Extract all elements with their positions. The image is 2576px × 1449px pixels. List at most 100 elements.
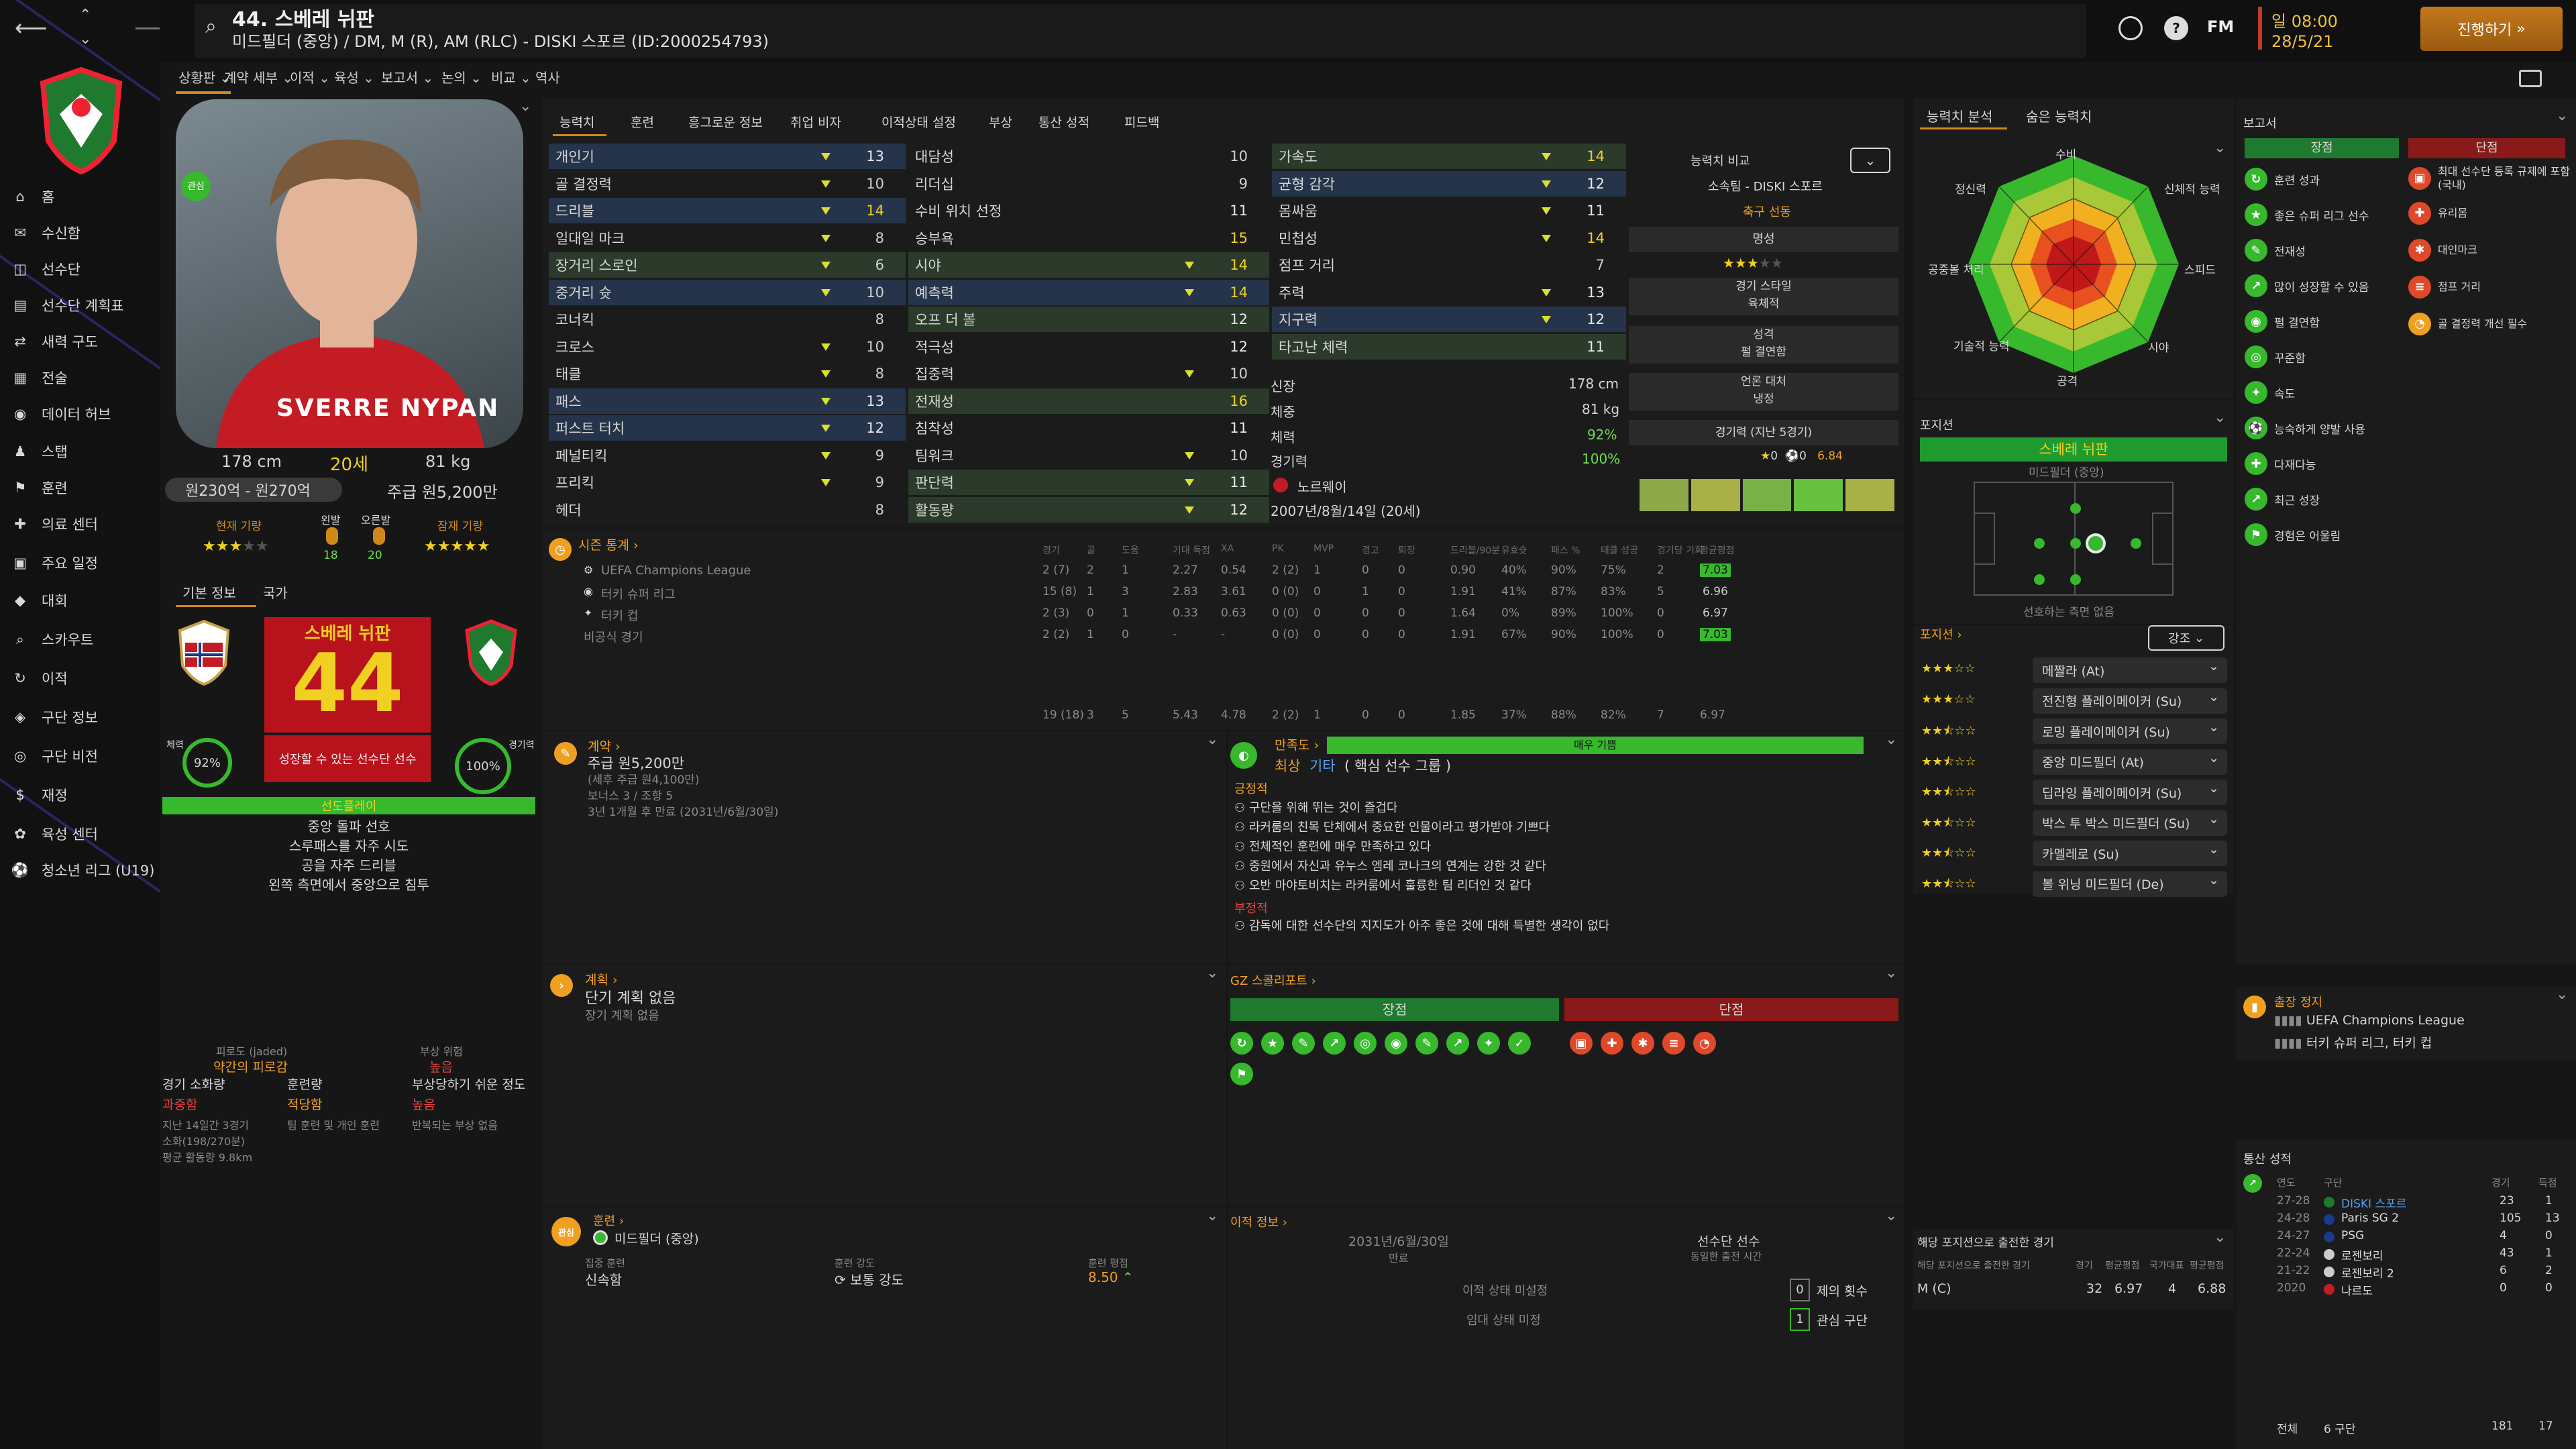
career-row[interactable]: 24-27 PSG 4 0 <box>2237 1229 2576 1246</box>
contract-title[interactable]: 계약 › <box>588 739 621 754</box>
attribute-row[interactable]: 태클 8 <box>549 361 906 386</box>
attribute-row[interactable]: 개인기 13 <box>549 144 906 169</box>
tab-nation[interactable]: 국가 <box>263 585 288 601</box>
attr-tab[interactable]: 취업 비자 <box>790 115 841 130</box>
norway-crest-icon[interactable] <box>177 619 231 686</box>
report-con-item[interactable]: ≡ 점프 거리 <box>2408 276 2573 299</box>
position-dot[interactable] <box>2131 538 2141 549</box>
sidebar-item[interactable]: ▣ 주요 일정 <box>0 547 160 578</box>
sidebar-item[interactable]: $ 재정 <box>0 780 160 810</box>
report-pro-item[interactable]: ◉ 펄 결연함 <box>2245 310 2403 333</box>
attribute-row[interactable]: 리더십 9 <box>908 171 1269 197</box>
position-dot[interactable] <box>2034 538 2045 549</box>
sidebar-item[interactable]: ✉ 수신함 <box>0 217 160 248</box>
forward-button[interactable]: ⟶ <box>134 15 160 42</box>
report-con-item[interactable]: ✱ 대인마크 <box>2408 239 2573 262</box>
season-stats-title[interactable]: 시즌 통계 › <box>578 538 639 553</box>
attr-tab[interactable]: 통산 성적 <box>1038 115 1089 130</box>
role-dropdown[interactable]: 메짤라 (At) ⌄ <box>2033 657 2227 683</box>
attribute-row[interactable]: 민첩성 14 <box>1272 225 1626 251</box>
attr-tab[interactable]: 부상 <box>989 115 1012 130</box>
sidebar-item[interactable]: ◫ 선수단 <box>0 254 160 284</box>
attribute-row[interactable]: 일대일 마크 8 <box>549 225 906 251</box>
attribute-row[interactable]: 골 결정력 10 <box>549 171 906 197</box>
scout-pro-icon[interactable]: ✎ <box>1415 1032 1438 1055</box>
role-dropdown[interactable]: 카멜레로 (Su) ⌄ <box>2033 841 2227 866</box>
transfer-collapse-icon[interactable]: ⌄ <box>1885 1208 1898 1224</box>
tab-7[interactable]: 역사 <box>535 67 560 87</box>
tab-0[interactable]: 상황판 ⌄ <box>178 67 231 87</box>
sidebar-item[interactable]: ♟ 스탭 <box>0 436 160 467</box>
scout-pro-icon[interactable]: ◎ <box>1354 1032 1377 1055</box>
stats-header[interactable]: 드리블/90분 <box>1450 545 1501 556</box>
report-pro-item[interactable]: ◎ 꾸준함 <box>2245 345 2403 368</box>
position-dot[interactable] <box>2070 538 2081 549</box>
scout-con-icon[interactable]: ◔ <box>1693 1032 1716 1055</box>
interest-badge[interactable]: 관심 <box>181 172 211 201</box>
position-collapse-icon[interactable]: ⌄ <box>2214 409 2226 426</box>
layout-icon[interactable] <box>2519 70 2542 87</box>
stats-header[interactable]: 경고 <box>1362 545 1379 556</box>
scout-pro-icon[interactable]: ✎ <box>1292 1032 1315 1055</box>
sidebar-item[interactable]: ◎ 구단 비전 <box>0 741 160 771</box>
attribute-row[interactable]: 팀워크 10 <box>908 443 1269 468</box>
stats-header[interactable]: 평균평점 <box>1700 545 1735 556</box>
attribute-row[interactable]: 수비 위치 선정 11 <box>908 198 1269 223</box>
transfer-title[interactable]: 이적 정보 › <box>1230 1216 1287 1230</box>
attr-tab[interactable]: 이적상태 설정 <box>881 115 956 130</box>
attribute-row[interactable]: 오프 더 볼 12 <box>908 307 1269 332</box>
attribute-row[interactable]: 예측력 14 <box>908 279 1269 305</box>
attribute-row[interactable]: 집중력 10 <box>908 361 1269 386</box>
value-pill[interactable]: 원230억 - 원270억 <box>165 478 342 502</box>
attribute-row[interactable]: 가속도 14 <box>1272 144 1626 169</box>
career-row[interactable]: 21-22 로젠보리 2 6 2 <box>2237 1264 2576 1281</box>
attribute-row[interactable]: 몸싸움 11 <box>1272 198 1626 223</box>
report-con-item[interactable]: ◔ 골 결정력 개선 필수 <box>2408 313 2573 335</box>
back-button[interactable]: ⟵ <box>15 15 48 42</box>
scout-pro-icon[interactable]: ✓ <box>1508 1032 1531 1055</box>
sidebar-item[interactable]: ▤ 선수단 계획표 <box>0 290 160 321</box>
stats-header[interactable]: MVP <box>1313 543 1334 554</box>
position-dot[interactable] <box>2070 574 2081 585</box>
role-dropdown[interactable]: 딥라잉 플레이메이커 (Su) ⌄ <box>2033 780 2227 805</box>
stats-row[interactable]: ◉ 터키 슈퍼 리그 15 (8) 1 3 2.83 3.61 0 (0) 0 1 0 1.91 41%… <box>542 584 1904 604</box>
report-pro-item[interactable]: ✚ 다재다능 <box>2245 452 2403 475</box>
role-dropdown[interactable]: 박스 투 박스 미드필더 (Su) ⌄ <box>2033 810 2227 836</box>
tab-6[interactable]: 비교 ⌄ <box>491 67 531 87</box>
highlight-dropdown[interactable]: 강조 ⌄ <box>2148 625 2224 651</box>
played-collapse-icon[interactable]: ⌄ <box>2214 1229 2226 1246</box>
stats-header[interactable]: 유효슛 <box>1501 545 1527 556</box>
club-crest-small-icon[interactable] <box>464 619 518 686</box>
attribute-row[interactable]: 점프 거리 7 <box>1272 252 1626 278</box>
attribute-row[interactable]: 코너킥 8 <box>549 307 906 332</box>
continue-button[interactable]: 진행하기 » <box>2420 7 2563 51</box>
suspension-collapse-icon[interactable]: ⌄ <box>2556 986 2569 1003</box>
scout-pro-icon[interactable]: ✦ <box>1477 1032 1500 1055</box>
scout-collapse-icon[interactable]: ⌄ <box>1885 965 1898 981</box>
role-dropdown[interactable]: 로밍 플레이메이커 (Su) ⌄ <box>2033 718 2227 744</box>
attr-tab[interactable]: 훈련 <box>631 115 654 130</box>
stats-header[interactable]: 퇴장 <box>1398 545 1415 556</box>
sidebar-item[interactable]: ✚ 의료 센터 <box>0 508 160 539</box>
help-icon[interactable]: ? <box>2164 16 2188 40</box>
stats-header[interactable]: 기대 득점 <box>1173 545 1210 556</box>
attribute-row[interactable]: 주력 13 <box>1272 280 1626 305</box>
scout-con-icon[interactable]: ▣ <box>1570 1032 1593 1055</box>
scout-pro-icon[interactable]: ↻ <box>1230 1032 1253 1055</box>
current-position-marker[interactable] <box>2086 533 2106 553</box>
career-row[interactable]: 27-28 DISKI 스포르 23 1 <box>2237 1194 2576 1212</box>
tab-attribute-analysis[interactable]: 능력치 분석 <box>1927 109 1993 125</box>
career-row[interactable]: 22-24 로젠보리 43 1 <box>2237 1246 2576 1264</box>
tab-2[interactable]: 이적 ⌄ <box>290 67 330 87</box>
attribute-row[interactable]: 장거리 스로인 6 <box>549 252 906 278</box>
compare-dropdown[interactable]: ⌄ <box>1850 148 1890 173</box>
report-collapse-icon[interactable]: ⌄ <box>2556 107 2569 124</box>
tab-5[interactable]: 논의 ⌄ <box>441 67 482 87</box>
sidebar-item[interactable]: ⚑ 훈련 <box>0 472 160 503</box>
scout-pro-icon[interactable]: ⚑ <box>1230 1063 1253 1085</box>
report-con-item[interactable]: ✚ 유리몸 <box>2408 202 2573 225</box>
calendar-icon[interactable] <box>2258 7 2262 50</box>
scout-title[interactable]: GZ 스콜리포트 › <box>1230 974 1316 988</box>
stats-header[interactable]: XA <box>1221 543 1234 554</box>
attribute-row[interactable]: 판단력 11 <box>908 470 1269 495</box>
